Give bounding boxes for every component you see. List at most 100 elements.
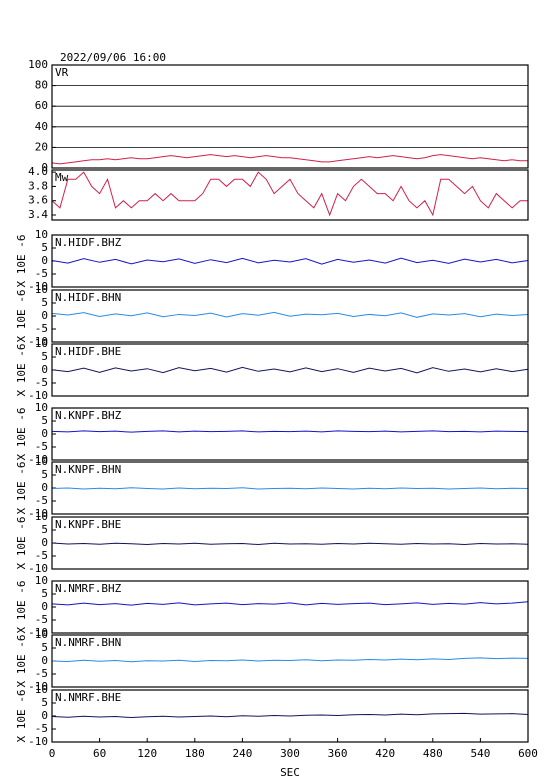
y-tick-label: 5 [41, 696, 48, 709]
panel-frame [51, 289, 529, 343]
x-tick-label: 240 [232, 747, 252, 760]
panel-label: N.HIDF.BHN [55, 291, 121, 304]
y-tick-label: -10 [28, 389, 48, 402]
y-tick-label: -10 [28, 562, 48, 575]
y-axis-label: X 10E -6 [15, 690, 28, 743]
panel-label: Mw [55, 171, 69, 184]
y-tick-label: 100 [28, 58, 48, 71]
x-tick-label: 540 [470, 747, 490, 760]
y-tick-label: 0 [41, 600, 48, 613]
y-tick-label: 5 [41, 414, 48, 427]
y-tick-label: -10 [28, 280, 48, 293]
panel-frame [51, 234, 529, 288]
y-tick-label: 3.8 [28, 179, 48, 192]
y-tick-label: -10 [28, 335, 48, 348]
y-tick-label: -5 [35, 494, 48, 507]
x-axis-label: SEC [280, 766, 300, 779]
panel-frame [51, 580, 529, 634]
panel-frame [51, 169, 529, 221]
x-tick-label: 600 [518, 747, 538, 760]
trace-line [51, 154, 528, 165]
y-tick-label: 0 [41, 654, 48, 667]
y-tick-label: 40 [35, 120, 48, 133]
panel-frame [51, 516, 529, 570]
y-tick-label: 5 [41, 468, 48, 481]
chart-title: 2022/09/06 16:00 [60, 51, 166, 64]
y-tick-label: -10 [28, 453, 48, 466]
y-axis-label: X 10E -6 [15, 408, 28, 461]
y-tick-label: -5 [35, 549, 48, 562]
y-tick-label: 4.0 [28, 165, 48, 178]
y-tick-label: -10 [28, 735, 48, 748]
y-tick-label: -5 [35, 613, 48, 626]
y-tick-label: 10 [35, 283, 48, 296]
panel-frame [51, 461, 529, 515]
y-tick-label: 5 [41, 296, 48, 309]
x-tick-label: 360 [328, 747, 348, 760]
y-tick-label: 5 [41, 523, 48, 536]
y-tick-label: 5 [41, 241, 48, 254]
y-tick-label: 10 [35, 683, 48, 696]
y-tick-label: -5 [35, 376, 48, 389]
y-tick-label: 80 [35, 79, 48, 92]
y-tick-label: 0 [41, 481, 48, 494]
x-tick-label: 0 [49, 747, 56, 760]
y-tick-label: -10 [28, 680, 48, 693]
trace-line [51, 366, 529, 374]
y-axis-label: X 10E -6 [15, 235, 28, 288]
panel-label: N.NMRF.BHZ [55, 582, 122, 595]
y-tick-label: -5 [35, 322, 48, 335]
y-tick-label: 0 [41, 536, 48, 549]
panel-label: N.HIDF.BHZ [55, 236, 122, 249]
panel-frame [51, 407, 529, 461]
y-tick-label: 10 [35, 401, 48, 414]
y-tick-label: 10 [35, 510, 48, 523]
panel-frame [51, 343, 529, 397]
y-axis-label: X 10E -6 [15, 635, 28, 688]
y-tick-label: 5 [41, 587, 48, 600]
panel-label: VR [55, 66, 69, 79]
trace-line [51, 657, 529, 663]
y-tick-label: 10 [35, 628, 48, 641]
y-tick-label: 20 [35, 140, 48, 153]
x-tick-label: 420 [375, 747, 395, 760]
y-tick-label: 3.4 [28, 208, 48, 221]
y-tick-label: -5 [35, 667, 48, 680]
x-tick-label: 120 [137, 747, 157, 760]
panel-label: N.NMRF.BHE [55, 691, 121, 704]
y-axis-label: X 10E -6 [15, 344, 28, 397]
y-tick-label: 10 [35, 455, 48, 468]
y-tick-label: 3.6 [28, 194, 48, 207]
y-tick-label: -10 [28, 626, 48, 639]
x-tick-label: 60 [93, 747, 106, 760]
y-tick-label: 5 [41, 641, 48, 654]
y-tick-label: 10 [35, 228, 48, 241]
x-tick-label: 480 [423, 747, 443, 760]
y-tick-label: -5 [35, 722, 48, 735]
panel-label: N.HIDF.BHE [55, 345, 121, 358]
trace-line [51, 257, 529, 265]
panel-frame [51, 64, 529, 169]
trace-line [51, 487, 529, 490]
panel-label: N.KNPF.BHE [55, 518, 121, 531]
y-axis-label: X 10E -6 [15, 462, 28, 515]
trace-line [51, 171, 528, 217]
panel-label: N.NMRF.BHN [55, 636, 121, 649]
y-tick-label: 5 [41, 350, 48, 363]
x-tick-label: 300 [280, 747, 300, 760]
y-tick-label: 0 [41, 363, 48, 376]
y-tick-label: 10 [35, 337, 48, 350]
y-tick-label: 0 [41, 161, 48, 174]
trace-line [51, 542, 529, 546]
panel-label: N.KNPF.BHN [55, 463, 121, 476]
y-tick-label: 10 [35, 574, 48, 587]
y-tick-label: -5 [35, 267, 48, 280]
y-tick-label: 60 [35, 99, 48, 112]
panel-frame [51, 634, 529, 688]
y-axis-label: X 10E -6 [15, 517, 28, 570]
y-tick-label: 0 [41, 427, 48, 440]
trace-line [51, 712, 529, 719]
x-tick-label: 180 [185, 747, 205, 760]
y-axis-label: X 10E -6 [15, 581, 28, 634]
